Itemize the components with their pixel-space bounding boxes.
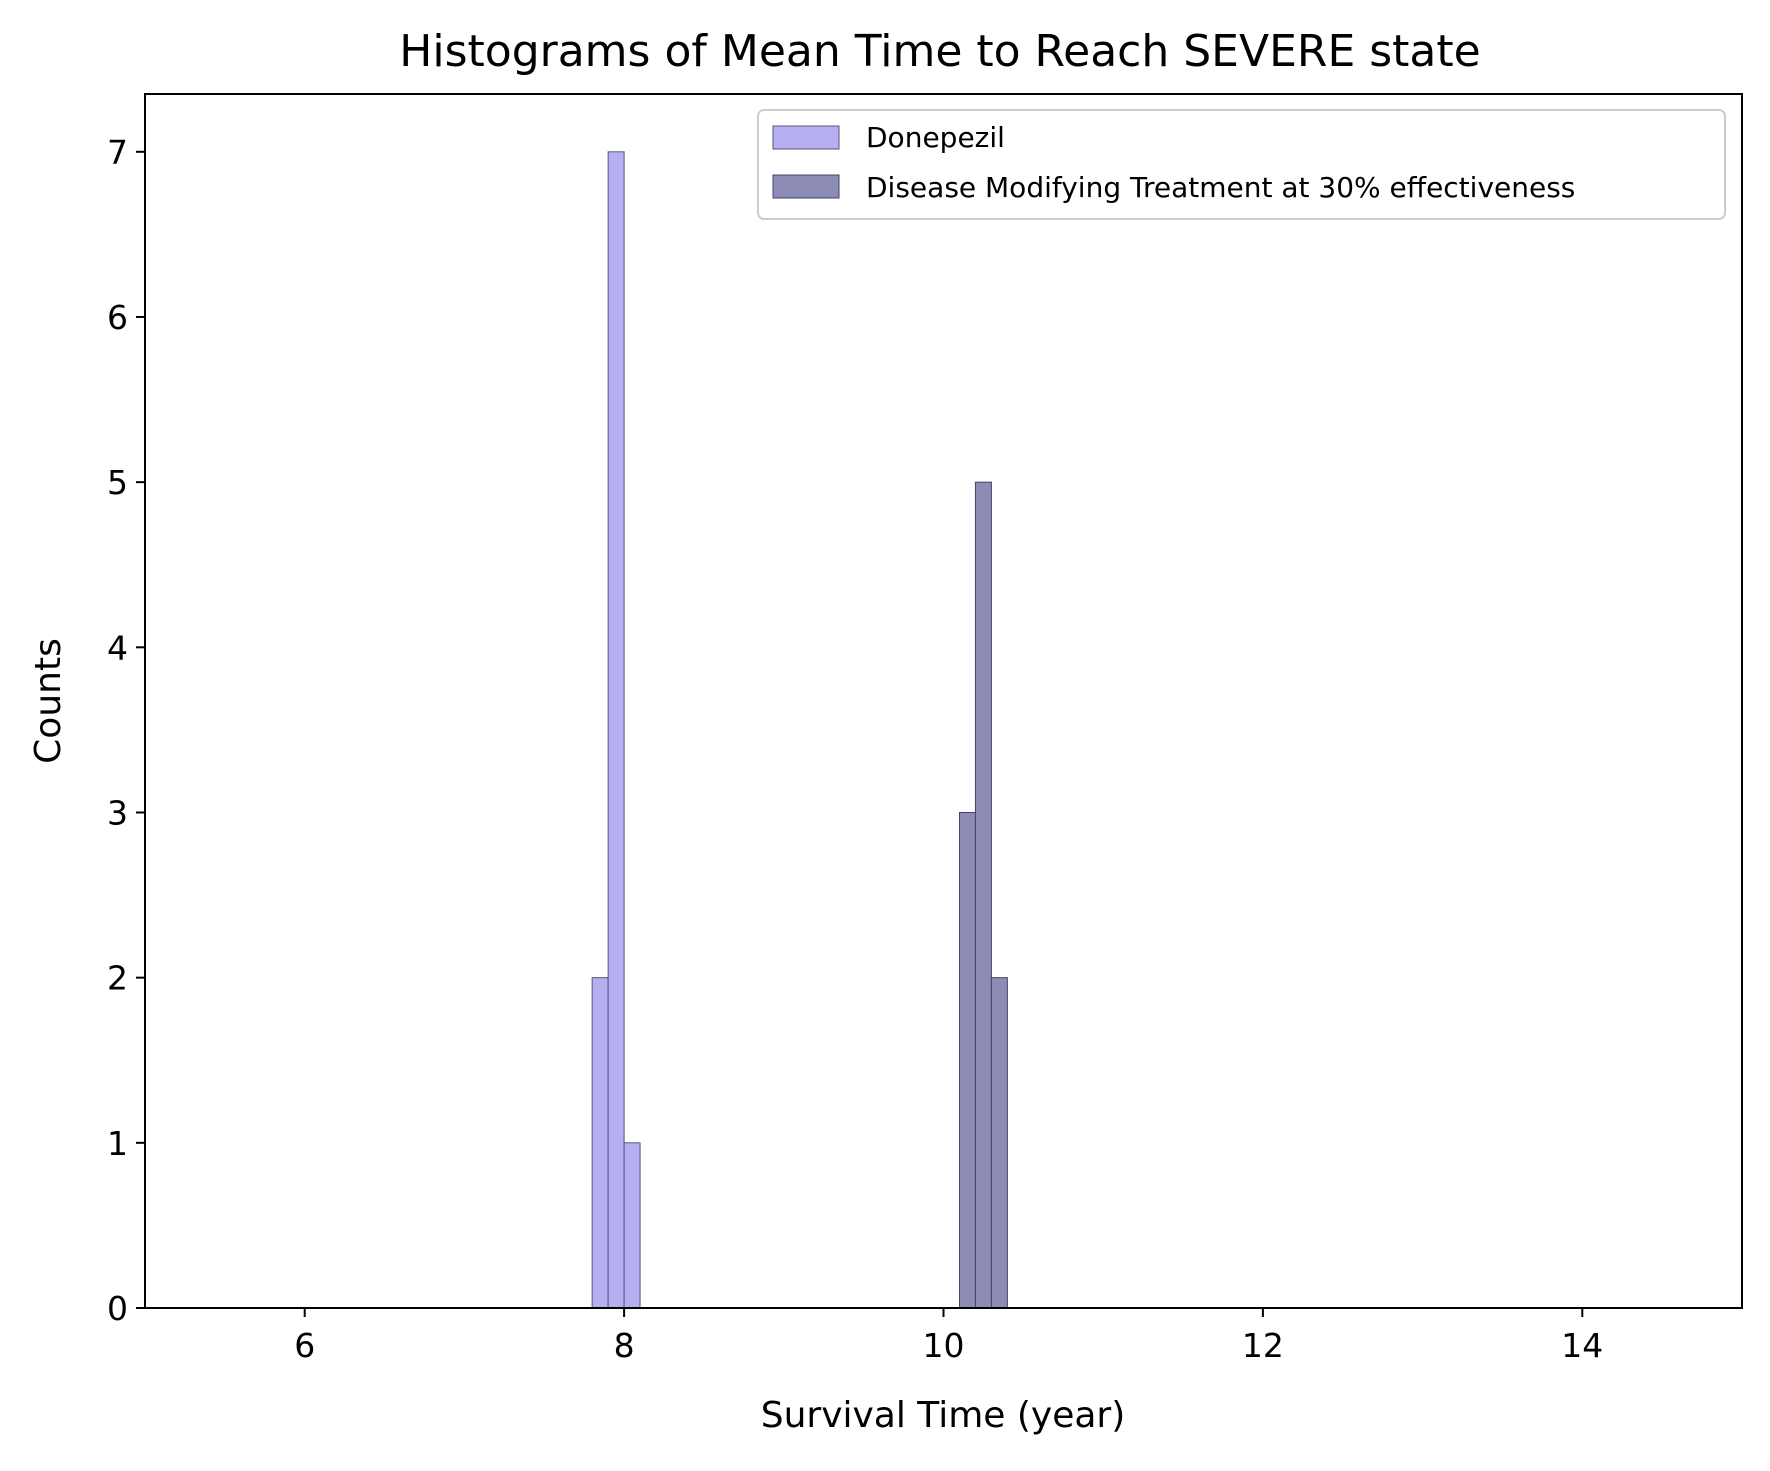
histogram-bar-series0-bin2 xyxy=(623,1142,641,1309)
x-axis-label: Survival Time (year) xyxy=(761,1395,1126,1436)
x-axis-ticks: 6 8 10 12 14 xyxy=(294,1308,1603,1365)
legend-swatch-donepezil xyxy=(772,125,840,150)
x-tick-label-0: 6 xyxy=(294,1326,315,1365)
x-tick-label-2: 10 xyxy=(923,1326,965,1365)
legend-swatch-disease-modifying-treatment xyxy=(772,174,840,199)
y-axis-ticks: 0 1 2 3 4 5 6 7 xyxy=(107,133,145,1328)
y-tick-label-1: 1 xyxy=(107,1124,128,1163)
x-tick-label-1: 8 xyxy=(614,1326,635,1365)
histogram-bar-series0-bin1 xyxy=(607,151,625,1309)
x-tick-label-4: 14 xyxy=(1561,1326,1603,1365)
y-axis-label: Counts xyxy=(28,638,69,764)
y-tick-label-0: 0 xyxy=(107,1289,128,1328)
histogram-bar-series1-bin1 xyxy=(974,481,992,1309)
y-tick-label-4: 4 xyxy=(107,628,128,667)
y-tick-label-5: 5 xyxy=(107,463,128,502)
histogram-bar-series1-bin0 xyxy=(958,811,976,1309)
histogram-bar-series0-bin0 xyxy=(591,977,609,1309)
y-tick-label-7: 7 xyxy=(107,133,128,172)
legend-frame xyxy=(757,109,1726,220)
legend-label-donepezil: Donepezil xyxy=(866,121,1005,154)
y-tick-label-3: 3 xyxy=(107,793,128,832)
chart-title: Histograms of Mean Time to Reach SEVERE … xyxy=(399,26,1480,77)
legend-label-disease-modifying-treatment: Disease Modifying Treatment at 30% effec… xyxy=(866,171,1575,204)
y-tick-label-6: 6 xyxy=(107,298,128,337)
x-tick-label-3: 12 xyxy=(1242,1326,1284,1365)
bars-layer xyxy=(591,151,1008,1309)
legend: Donepezil Disease Modifying Treatment at… xyxy=(757,109,1726,220)
y-tick-label-2: 2 xyxy=(107,959,128,998)
histogram-bar-series1-bin2 xyxy=(990,977,1008,1309)
